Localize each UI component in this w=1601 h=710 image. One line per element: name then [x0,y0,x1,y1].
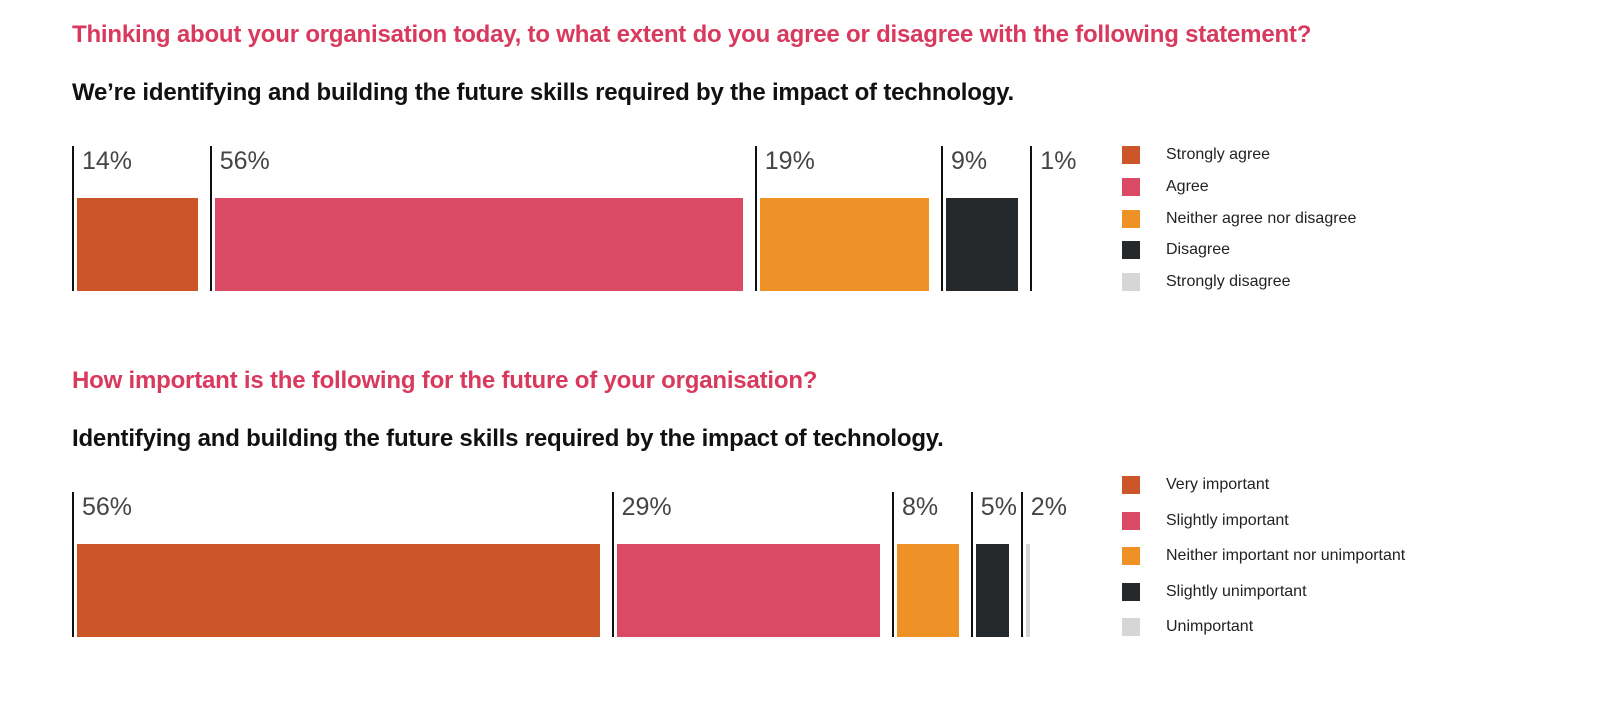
bar-disagree [946,198,1019,291]
legend-item-unimportant: Unimportant [1122,618,1405,636]
legend-swatch-icon [1122,582,1140,601]
bar-segment-disagree: 9% [941,146,1030,291]
question-heading-agreement: Thinking about your organisation today, … [72,21,1312,48]
bar-chart-agreement: 14% 56% 19% 9% 1% [72,146,1076,291]
legend-label: Neither agree nor disagree [1166,209,1357,227]
bar-strongly-agree [77,198,198,291]
question-heading-importance: How important is the following for the f… [72,367,818,394]
segment-value-label: 9% [951,147,988,175]
legend-item-agree: Agree [1122,177,1356,196]
bar-unimportant [1025,544,1030,637]
legend-item-slightly-important: Slightly important [1122,511,1405,530]
legend-swatch-icon [1122,146,1140,164]
segment-value-label: 29% [621,493,672,521]
legend-item-strongly-disagree: Strongly disagree [1122,273,1356,291]
legend-item-neither-important-nor-unimportant: Neither important nor unimportant [1122,547,1405,565]
bar-segment-slightly-unimportant: 5% [970,492,1021,637]
legend-item-strongly-agree: Strongly agree [1122,146,1356,164]
importance-section: How important is the following for the f… [72,368,1601,637]
bar-very-important [77,544,600,637]
statement-subheading-importance: Identifying and building the future skil… [72,425,944,452]
bar-segment-very-important: 56% [72,492,612,637]
legend-label: Strongly agree [1166,146,1271,163]
legend-swatch-icon [1122,241,1140,260]
legend-item-very-important: Very important [1122,476,1405,494]
bar-neither-important-nor-unimportant [897,544,959,637]
bar-agree [214,198,743,291]
segment-value-label: 56% [219,147,270,175]
segment-value-label: 1% [1040,147,1077,175]
bar-segment-neither-agree-nor-disagree: 19% [754,146,941,291]
legend-item-slightly-unimportant: Slightly unimportant [1122,582,1405,601]
legend-item-neither-agree-nor-disagree: Neither agree nor disagree [1122,209,1357,228]
legend-label: Slightly important [1166,511,1289,529]
legend-label: Unimportant [1166,618,1254,635]
segment-value-label: 5% [980,493,1017,521]
bar-segment-strongly-agree: 14% [72,146,210,291]
bar-slightly-unimportant [975,544,1009,637]
segment-value-label: 2% [1030,493,1067,521]
legend-swatch-icon [1122,547,1140,565]
legend-swatch-icon [1122,511,1140,530]
legend-swatch-icon [1122,273,1140,291]
chart-row-importance: 56% 29% 8% 5% 2% Very important Slightly impo… [72,476,1601,637]
bar-segment-strongly-disagree: 1% [1030,146,1076,291]
segment-value-label: 14% [82,147,133,175]
legend-label: Very important [1166,476,1270,493]
segment-value-label: 56% [82,493,133,521]
legend-swatch-icon [1122,618,1140,636]
bar-chart-importance: 56% 29% 8% 5% 2% [72,492,1067,637]
legend-importance: Very important Slightly important Neither … [1122,476,1405,636]
bar-segment-neither-important-nor-unimportant: 8% [892,492,971,637]
legend-agreement: Strongly agree Agree Neither agree nor dis… [1122,146,1356,291]
legend-label: Neither important nor unimportant [1166,547,1406,564]
segment-value-label: 19% [764,147,815,175]
legend-swatch-icon [1122,177,1140,196]
legend-swatch-icon [1122,209,1140,228]
report-page: Thinking about your organisation today, … [72,22,1601,637]
bar-segment-agree: 56% [209,146,755,291]
legend-label: Agree [1166,177,1209,195]
bar-segment-slightly-important: 29% [611,492,892,637]
agreement-section: Thinking about your organisation today, … [72,22,1601,291]
legend-label: Disagree [1166,241,1231,259]
legend-swatch-icon [1122,476,1140,494]
bar-segment-unimportant: 2% [1020,492,1067,637]
chart-row-agreement: 14% 56% 19% 9% 1% Strongly agree Agree Neither… [72,146,1601,291]
segment-value-label: 8% [902,493,939,521]
legend-item-disagree: Disagree [1122,241,1356,260]
legend-label: Strongly disagree [1166,273,1291,290]
legend-label: Slightly unimportant [1166,582,1307,600]
statement-subheading-agreement: We’re identifying and building the futur… [72,79,1015,106]
bar-neither-agree-nor-disagree [759,198,930,291]
bar-slightly-important [616,544,880,637]
